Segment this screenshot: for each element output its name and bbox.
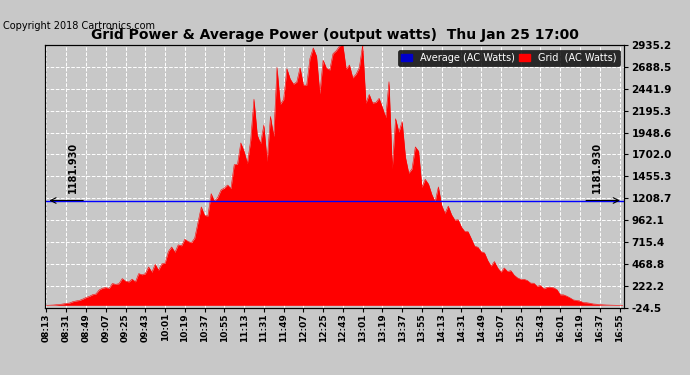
Legend: Average (AC Watts), Grid  (AC Watts): Average (AC Watts), Grid (AC Watts) [397,50,620,66]
Title: Grid Power & Average Power (output watts)  Thu Jan 25 17:00: Grid Power & Average Power (output watts… [90,28,579,42]
Text: 1181.930: 1181.930 [68,142,78,194]
Text: Copyright 2018 Cartronics.com: Copyright 2018 Cartronics.com [3,21,155,31]
Text: 1181.930: 1181.930 [591,142,602,194]
